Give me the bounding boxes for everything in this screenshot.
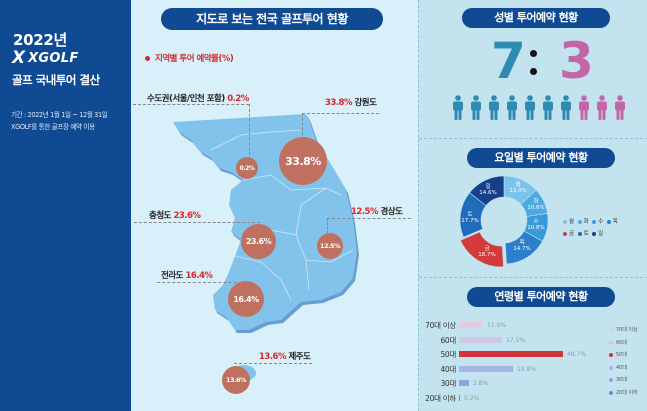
svg-text:수: 수 — [533, 218, 538, 225]
connector-line — [157, 282, 247, 283]
connector-line — [327, 218, 328, 234]
legend-dot-icon — [577, 231, 582, 236]
stats-panel: 성별 투어예약 현황 7 3 요일 — [418, 0, 647, 411]
legend-dot-icon — [609, 327, 613, 332]
legend-dot-icon — [609, 352, 613, 357]
bubble-capital: 0.2% — [236, 157, 258, 179]
brand-logo: X XGOLF — [12, 50, 79, 67]
legend-dot-icon — [563, 231, 567, 236]
report-subtitle: 골프 국내투어 결산 — [12, 73, 100, 87]
age-label: 50대 — [440, 350, 456, 359]
age-value: 11.0% — [487, 322, 507, 329]
region-label-jeju: 13.6% 제주도 — [259, 352, 311, 362]
bubble-jeolla: 16.4% — [228, 281, 264, 317]
weekday-legend-row-2: 금 토 일 — [563, 229, 603, 237]
age-legend-item: 20대 이하 — [609, 389, 638, 396]
svg-text:17.7%: 17.7% — [461, 218, 478, 224]
age-bar — [459, 351, 563, 357]
age-bar — [459, 322, 483, 328]
legend-dot-icon — [592, 231, 597, 236]
period-info: 기간 : 2022년 1월 1일 ~ 12월 31일 XGOLF를 통한 골프장… — [11, 109, 108, 133]
map-legend-note: 지역별 투어 예약률(%) — [145, 52, 234, 64]
legend-dot-icon — [563, 219, 567, 224]
legend-dot-icon — [609, 377, 613, 382]
weekday-section-title: 요일별 투어예약 현황 — [467, 148, 615, 168]
year-title: 2022년 — [13, 31, 68, 49]
section-divider — [419, 138, 647, 139]
weekday-donut-chart: 월 13.0% 화 10.6% 수 10.8% 목 14.7% 금 18.7% … — [459, 175, 549, 268]
age-legend-item: 70대 이상 — [609, 326, 638, 333]
connector-line — [134, 222, 260, 223]
legend-dot-icon — [609, 340, 613, 345]
age-bar — [459, 366, 513, 372]
connector-line — [234, 363, 312, 364]
legend-dot-icon — [609, 365, 613, 370]
svg-text:금: 금 — [484, 245, 489, 252]
age-value: 0.2% — [464, 395, 480, 402]
bubble-jeju: 13.6% — [222, 366, 250, 394]
svg-text:일: 일 — [485, 182, 490, 190]
svg-text:10.6%: 10.6% — [527, 205, 544, 211]
age-label: 40대 — [440, 365, 456, 374]
age-label: 30대 — [440, 379, 456, 388]
brand-name: XGOLF — [28, 51, 79, 66]
svg-text:목: 목 — [519, 239, 524, 246]
age-legend-item: 60대 — [609, 339, 627, 346]
age-bar — [459, 337, 502, 343]
period-line-1: 기간 : 2022년 1월 1일 ~ 12월 31일 — [11, 111, 108, 119]
legend-dot-icon — [577, 219, 582, 224]
legend-dot-icon — [145, 56, 150, 61]
connector-line — [133, 104, 249, 105]
connector-line — [249, 104, 250, 160]
ratio-colon — [530, 50, 537, 75]
svg-text:화: 화 — [533, 198, 538, 205]
age-bar — [459, 395, 460, 401]
age-legend-item: 40대 — [609, 364, 627, 371]
age-label: 60대 — [440, 336, 456, 345]
region-label-jeolla: 전라도 16.4% — [161, 271, 213, 281]
age-value: 2.8% — [473, 380, 489, 387]
region-label-gyeongsang: 12.5% 경상도 — [351, 207, 403, 217]
svg-text:토: 토 — [467, 211, 472, 218]
map-section-title: 지도로 보는 전국 골프투어 현황 — [161, 8, 383, 30]
bubble-chungcheong: 23.6% — [241, 224, 276, 259]
female-ratio: 3 — [559, 32, 594, 90]
legend-dot-icon — [609, 390, 613, 395]
age-section-title: 연령별 투어예약 현황 — [467, 287, 615, 307]
svg-text:18.7%: 18.7% — [478, 252, 495, 258]
connector-line — [327, 218, 411, 219]
age-legend-item: 50대 — [609, 351, 627, 358]
title-panel: 2022년 X XGOLF 골프 국내투어 결산 기간 : 2022년 1월 1… — [0, 0, 131, 411]
svg-text:14.7%: 14.7% — [513, 246, 530, 252]
age-label: 70대 이상 — [425, 321, 456, 330]
age-value: 19.8% — [517, 366, 537, 373]
age-label: 20대 이하 — [425, 394, 456, 403]
map-section: 지도로 보는 전국 골프투어 현황 지역별 투어 예약률(%) 수도권(서울/인… — [131, 0, 418, 411]
svg-text:14.6%: 14.6% — [479, 190, 496, 196]
section-divider — [419, 277, 647, 278]
age-bar — [459, 380, 469, 386]
male-ratio: 7 — [491, 32, 526, 90]
svg-text:10.8%: 10.8% — [527, 225, 544, 231]
legend-dot-icon — [592, 219, 597, 224]
weekday-legend-row-1: 월 화 수 목 — [563, 217, 618, 225]
connector-line — [302, 113, 379, 114]
people-icons — [453, 95, 625, 120]
bubble-gyeongsang: 12.5% — [317, 233, 343, 259]
svg-text:월: 월 — [515, 180, 520, 188]
age-value: 17.5% — [506, 337, 526, 344]
bubble-gangwon: 33.8% — [279, 137, 327, 185]
age-value: 48.7% — [567, 351, 587, 358]
age-legend-item: 30대 — [609, 376, 627, 383]
gender-section-title: 성별 투어예약 현황 — [462, 8, 610, 28]
region-label-gangwon: 33.8% 강원도 — [325, 98, 377, 108]
connector-line — [302, 113, 303, 145]
xgolf-logo-icon: X — [12, 48, 26, 68]
period-line-2: XGOLF를 통한 골프장 예약 이용 — [11, 123, 95, 131]
region-label-capital: 수도권(서울/인천 포함) 0.2% — [147, 94, 249, 104]
svg-text:13.0%: 13.0% — [509, 188, 526, 194]
region-label-chungcheong: 충청도 23.6% — [149, 211, 201, 221]
legend-dot-icon — [606, 219, 611, 224]
